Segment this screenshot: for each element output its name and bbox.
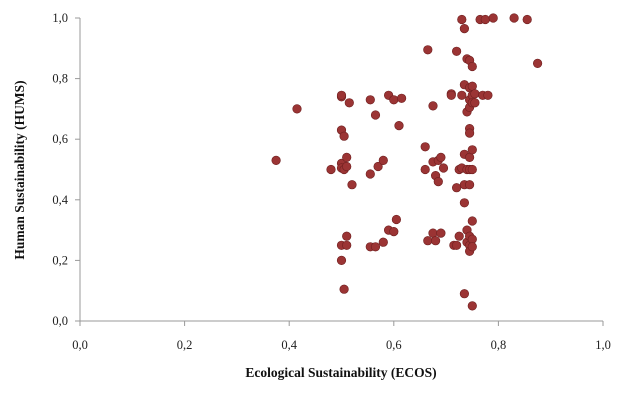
data-point — [436, 228, 446, 238]
data-point — [488, 13, 498, 23]
data-point — [428, 228, 438, 238]
x-tick-label: 0,2 — [177, 338, 193, 352]
data-point — [438, 163, 449, 173]
data-point — [452, 183, 462, 193]
data-point — [365, 169, 375, 179]
data-point — [457, 90, 467, 100]
y-tick-label: 0,6 — [52, 132, 68, 146]
data-point — [467, 216, 477, 226]
data-point — [347, 180, 357, 190]
data-point — [459, 289, 470, 299]
data-point — [373, 161, 383, 172]
y-tick-label: 0,0 — [52, 314, 68, 328]
data-point — [465, 180, 475, 190]
x-tick-label: 0,4 — [281, 338, 297, 352]
data-point — [326, 164, 336, 175]
data-point — [365, 95, 375, 105]
y-tick-label: 0,2 — [52, 253, 68, 267]
data-point — [339, 131, 349, 141]
data-point — [370, 242, 381, 252]
y-tick-label: 0,4 — [52, 193, 68, 207]
data-point — [452, 240, 462, 250]
data-point — [532, 58, 543, 69]
data-point — [465, 152, 475, 162]
data-point — [480, 14, 490, 25]
data-point — [522, 14, 532, 25]
data-point — [378, 155, 388, 165]
data-points — [271, 13, 543, 311]
data-point — [465, 128, 475, 138]
x-tick-label: 0,8 — [491, 338, 507, 352]
data-point — [342, 152, 352, 162]
data-point — [344, 98, 354, 108]
y-tick-label: 0,8 — [52, 72, 68, 86]
x-axis-title: Ecological Sustainability (ECOS) — [245, 365, 436, 380]
data-point — [452, 46, 462, 56]
data-point — [467, 242, 477, 252]
data-point — [467, 164, 477, 175]
data-point — [467, 61, 477, 72]
data-point — [420, 142, 430, 152]
data-point — [428, 101, 438, 111]
data-point — [431, 236, 441, 246]
data-point — [457, 14, 467, 25]
data-point — [292, 104, 302, 114]
data-point — [271, 155, 281, 165]
data-point — [339, 284, 349, 294]
data-point — [342, 240, 352, 250]
data-point — [370, 110, 381, 120]
data-point — [389, 95, 399, 105]
data-point — [470, 98, 480, 108]
data-point — [423, 45, 433, 55]
data-point — [389, 227, 399, 237]
data-point — [483, 90, 493, 100]
data-point — [509, 13, 519, 23]
x-tick-label: 0,6 — [386, 338, 402, 352]
data-point — [433, 177, 443, 187]
data-point — [436, 152, 446, 162]
data-point — [342, 231, 352, 241]
y-tick-label: 1,0 — [52, 11, 68, 25]
data-point — [446, 90, 456, 100]
x-tick-label: 0,0 — [72, 338, 88, 352]
data-point — [459, 198, 470, 208]
x-tick-label: 1,0 — [595, 338, 611, 352]
data-point — [394, 120, 404, 131]
axes — [79, 18, 603, 322]
data-point — [420, 164, 430, 175]
data-point — [467, 145, 477, 155]
data-point — [378, 237, 388, 247]
data-point — [454, 231, 464, 241]
data-point — [397, 93, 407, 103]
ticks: 0,0 0,2 0,4 0,6 0,8 1,0 0,0 0,2 0,4 0,6 0,8 1,0 — [52, 11, 610, 352]
data-point — [459, 23, 470, 34]
data-point — [336, 255, 347, 266]
data-point — [342, 161, 352, 172]
data-point — [423, 236, 433, 246]
y-axis-title: Human Sustainability (HUMS) — [12, 80, 27, 259]
data-point — [336, 90, 347, 100]
data-point — [467, 301, 477, 311]
data-point — [470, 89, 480, 99]
data-point — [467, 81, 477, 91]
data-point — [391, 214, 402, 225]
